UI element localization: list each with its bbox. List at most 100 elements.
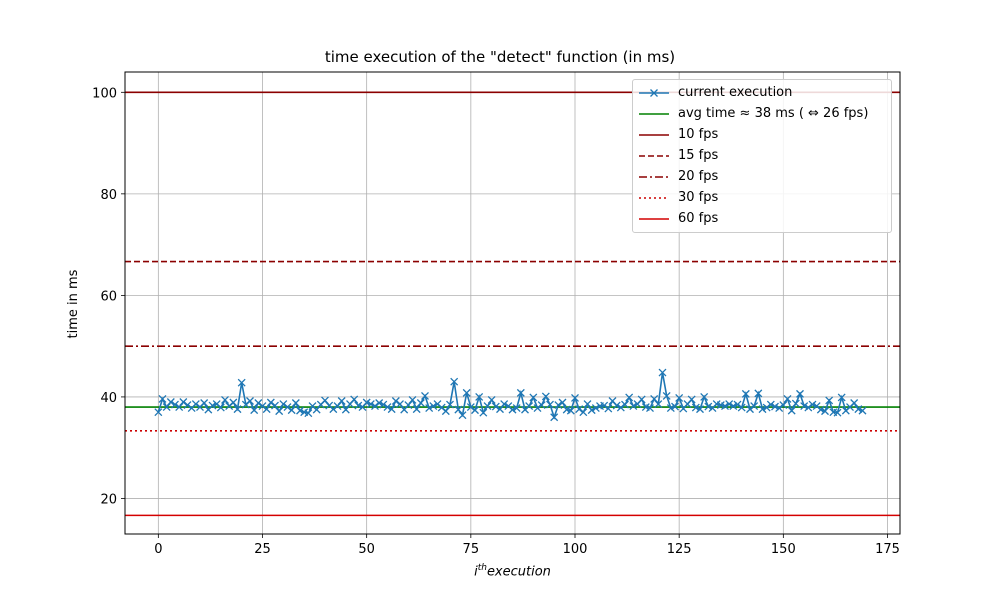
data-point bbox=[329, 405, 338, 414]
x-tick-label: 50 bbox=[358, 542, 375, 557]
marker-stroke bbox=[675, 393, 684, 402]
legend-label: 15 fps bbox=[678, 148, 719, 163]
data-point bbox=[687, 395, 696, 404]
marker-stroke bbox=[446, 400, 454, 409]
data-point bbox=[616, 403, 625, 412]
marker-stroke bbox=[575, 405, 584, 414]
data-point bbox=[191, 400, 200, 408]
marker-stroke bbox=[804, 403, 813, 412]
marker-stroke bbox=[171, 400, 179, 409]
data-point bbox=[579, 408, 588, 417]
marker-stroke bbox=[758, 405, 767, 414]
marker-stroke bbox=[716, 401, 725, 410]
x-tick-label: 100 bbox=[563, 542, 588, 557]
marker-stroke bbox=[612, 401, 621, 410]
data-point bbox=[233, 405, 242, 414]
marker-stroke bbox=[387, 405, 396, 414]
data-point bbox=[283, 403, 292, 412]
data-point bbox=[237, 378, 246, 387]
data-point bbox=[787, 406, 796, 415]
marker-stroke bbox=[479, 408, 488, 417]
data-point bbox=[666, 404, 675, 413]
marker-stroke bbox=[183, 401, 192, 410]
data-point bbox=[854, 405, 863, 414]
marker-stroke bbox=[583, 400, 592, 408]
data-point bbox=[671, 402, 679, 411]
legend-swatch bbox=[639, 113, 669, 115]
data-point bbox=[737, 403, 746, 412]
marker-stroke bbox=[712, 400, 721, 408]
data-point bbox=[412, 405, 421, 414]
marker-stroke bbox=[500, 400, 509, 408]
marker-stroke bbox=[571, 393, 579, 402]
data-point bbox=[487, 396, 496, 404]
legend-item: 30 fps bbox=[633, 188, 891, 208]
data-point bbox=[466, 403, 475, 412]
data-point bbox=[421, 391, 429, 400]
marker-stroke bbox=[591, 404, 600, 413]
marker-stroke bbox=[691, 403, 700, 412]
marker-stroke bbox=[237, 378, 246, 387]
data-point bbox=[779, 401, 788, 410]
legend-swatch bbox=[639, 218, 669, 220]
marker-stroke bbox=[354, 401, 363, 410]
legend-swatch bbox=[639, 89, 669, 97]
data-point bbox=[179, 398, 188, 406]
data-point bbox=[529, 393, 538, 402]
data-point bbox=[550, 413, 559, 422]
x-axis-label-text: execution bbox=[486, 564, 551, 580]
marker-stroke bbox=[687, 395, 696, 404]
data-point bbox=[425, 404, 434, 413]
data-point bbox=[837, 393, 846, 402]
legend-item: 10 fps bbox=[633, 125, 891, 145]
data-point bbox=[566, 406, 575, 415]
legend-item: 20 fps bbox=[633, 167, 891, 187]
data-point bbox=[825, 396, 834, 405]
legend-label: 60 fps bbox=[678, 211, 719, 226]
data-point bbox=[533, 404, 542, 413]
data-point bbox=[158, 394, 167, 403]
data-point bbox=[479, 408, 488, 417]
data-point bbox=[229, 398, 238, 407]
data-point bbox=[741, 389, 750, 398]
marker-stroke bbox=[762, 403, 771, 412]
data-point bbox=[383, 403, 392, 412]
data-point bbox=[833, 408, 842, 417]
marker-stroke bbox=[696, 405, 704, 414]
marker-stroke bbox=[491, 402, 500, 411]
marker-stroke bbox=[541, 392, 550, 401]
data-point bbox=[500, 400, 509, 408]
data-point bbox=[858, 406, 867, 415]
data-point bbox=[279, 400, 288, 408]
legend-label: 20 fps bbox=[678, 169, 719, 184]
marker-stroke bbox=[433, 400, 442, 408]
marker-stroke bbox=[646, 404, 654, 413]
marker-stroke bbox=[454, 405, 463, 414]
marker-stroke bbox=[725, 400, 734, 408]
marker-stroke bbox=[658, 368, 667, 377]
data-point bbox=[216, 403, 225, 412]
marker-stroke bbox=[350, 395, 359, 404]
data-point bbox=[183, 401, 192, 410]
marker-stroke bbox=[458, 411, 467, 420]
marker-stroke bbox=[721, 402, 729, 411]
data-point bbox=[171, 400, 179, 409]
data-point bbox=[366, 400, 375, 408]
marker-stroke bbox=[791, 399, 800, 408]
data-point bbox=[296, 406, 304, 415]
marker-stroke bbox=[766, 400, 775, 409]
marker-stroke bbox=[421, 391, 429, 400]
data-point bbox=[750, 402, 759, 411]
marker-stroke bbox=[450, 377, 459, 386]
legend-label: current execution bbox=[678, 85, 793, 100]
x-tick-label: 25 bbox=[254, 542, 271, 557]
data-point bbox=[154, 408, 163, 417]
data-point bbox=[725, 400, 734, 408]
marker-stroke bbox=[558, 398, 567, 407]
data-point bbox=[458, 411, 467, 420]
marker-stroke bbox=[666, 404, 675, 413]
y-tick-label: 60 bbox=[100, 289, 117, 304]
data-point bbox=[221, 396, 229, 404]
marker-stroke bbox=[362, 398, 371, 407]
